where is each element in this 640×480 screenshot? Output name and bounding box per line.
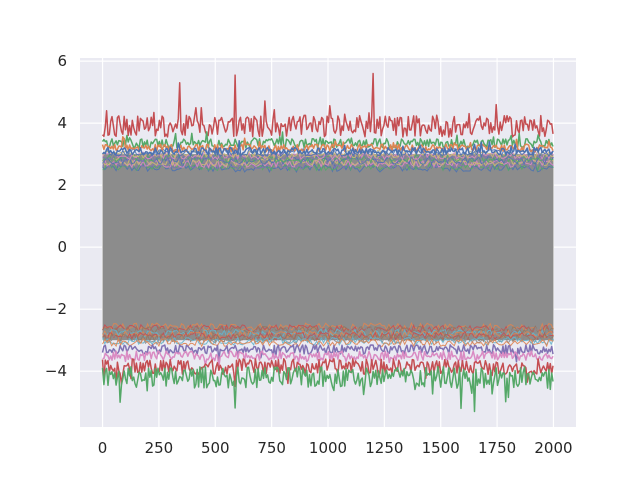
- y-axis-ticks: −4 −2 0 2 4 6: [45, 52, 67, 380]
- y-tick-label: −2: [45, 300, 67, 318]
- background-series-line: [102, 328, 554, 339]
- background-series-line: [102, 337, 554, 348]
- x-tick-label: 500: [201, 439, 230, 457]
- dense-series-band: [102, 154, 554, 341]
- x-axis-ticks: 0 250 500 750 1000 1250 1500 1750 2000: [98, 439, 573, 457]
- y-tick-label: 4: [57, 114, 67, 132]
- x-tick-label: 1000: [309, 439, 347, 457]
- y-tick-label: 6: [57, 52, 67, 70]
- background-series-line: [102, 155, 554, 166]
- x-tick-label: 0: [98, 439, 108, 457]
- series-group: [101, 72, 554, 413]
- background-series-line: [102, 331, 554, 342]
- series-line: [101, 358, 554, 388]
- background-series-line: [102, 325, 554, 336]
- series-line: [102, 350, 554, 368]
- series-line: [101, 72, 554, 138]
- x-tick-label: 1250: [365, 439, 403, 457]
- background-series-line: [102, 321, 554, 332]
- x-tick-label: 1750: [478, 439, 516, 457]
- y-tick-label: 2: [57, 176, 67, 194]
- data-band-group: [102, 147, 554, 348]
- series-line: [101, 344, 554, 363]
- series-line: [101, 139, 554, 156]
- x-tick-label: 250: [145, 439, 174, 457]
- y-tick-label: −4: [45, 362, 67, 380]
- x-tick-label: 1500: [422, 439, 460, 457]
- x-tick-label: 750: [257, 439, 286, 457]
- series-line: [101, 365, 554, 413]
- background-series-line: [102, 159, 554, 170]
- y-tick-label: 0: [57, 238, 67, 256]
- x-tick-label: 2000: [534, 439, 572, 457]
- background-series-line: [102, 335, 554, 346]
